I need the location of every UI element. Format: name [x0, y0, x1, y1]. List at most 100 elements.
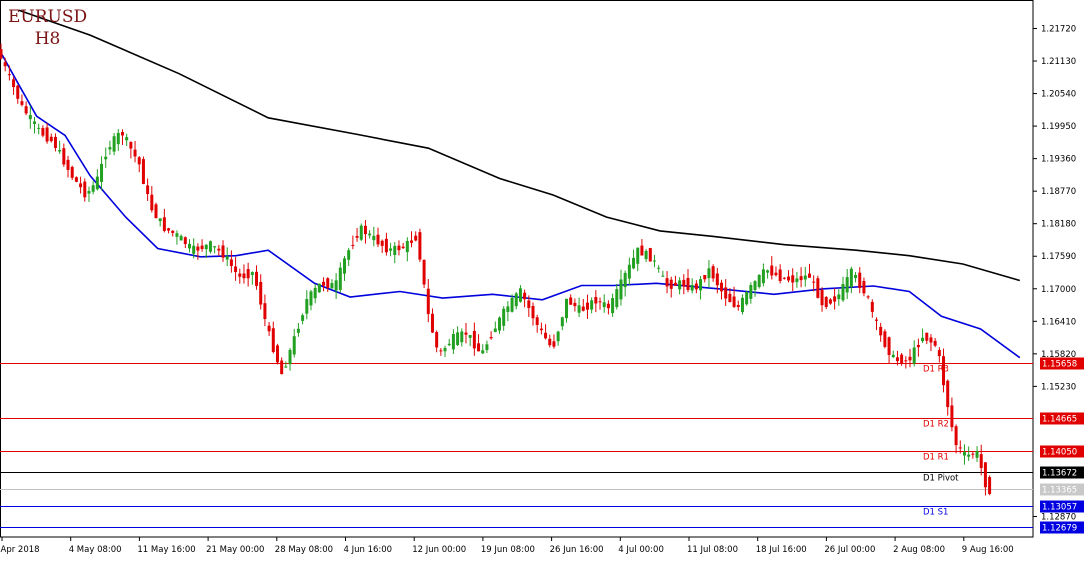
candle-body: [158, 218, 162, 222]
candle-body: [167, 228, 171, 231]
candle-body: [962, 452, 966, 456]
candle-body: [694, 283, 698, 290]
candle-body: [740, 297, 744, 313]
candle-body: [317, 283, 321, 293]
candle-body: [703, 274, 707, 280]
y-tick-label: 1.17000: [1041, 285, 1076, 295]
candle-body: [100, 163, 104, 182]
candle-body: [91, 185, 95, 192]
candle-body: [384, 238, 388, 253]
candle-body: [900, 354, 904, 364]
candle-body: [363, 225, 367, 235]
candle-body: [766, 270, 770, 273]
candle-body: [795, 278, 799, 283]
candle-body: [523, 292, 527, 300]
candle-body: [204, 244, 208, 250]
candle-body: [397, 245, 401, 251]
candle-body: [414, 235, 418, 241]
candle-body: [971, 453, 975, 455]
pivot-level-price-box: [1040, 466, 1084, 479]
candle-body: [376, 234, 380, 245]
candle-body: [807, 273, 811, 278]
candle-body: [879, 326, 883, 336]
candle-body: [828, 299, 832, 304]
candle-body: [958, 447, 962, 449]
y-tick-label: 1.15820: [1041, 350, 1076, 360]
y-tick-label: 1.18180: [1041, 220, 1076, 230]
candle-body: [967, 454, 971, 457]
candle-body: [950, 405, 954, 428]
candle-body: [150, 194, 154, 211]
candle-body: [715, 273, 719, 286]
candle-body: [410, 240, 414, 243]
candle-body: [95, 176, 99, 190]
candle-body: [895, 357, 899, 362]
current-price-label: 1.13365: [1042, 486, 1077, 496]
candle-body: [665, 278, 669, 287]
candle-body: [208, 241, 212, 252]
candle-body: [921, 337, 925, 342]
y-tick-label: 1.19360: [1041, 155, 1076, 165]
candle-body: [636, 247, 640, 264]
candle-body: [171, 230, 175, 233]
candle-body: [699, 279, 703, 291]
candle-body: [141, 159, 145, 184]
y-tick-label: 1.20540: [1041, 90, 1076, 100]
candle-body: [275, 345, 279, 363]
candle-body: [456, 332, 460, 345]
candle-body: [280, 360, 284, 375]
candle-body: [778, 269, 782, 281]
pivot-level-price: 1.12679: [1042, 524, 1077, 534]
candle-body: [749, 285, 753, 299]
candle-body: [506, 306, 510, 312]
pivot-level-label: D1 R1: [923, 453, 949, 463]
candle-body: [858, 272, 862, 288]
x-tick-label: 28 May 08:00: [275, 545, 333, 555]
x-tick-label: 4 Jun 16:00: [344, 545, 393, 555]
candle-body: [259, 281, 263, 305]
candle-body: [477, 343, 481, 352]
candle-body: [393, 245, 397, 255]
x-tick-label: 12 Jun 00:00: [412, 545, 466, 555]
candle-body: [904, 360, 908, 362]
candle-body: [133, 149, 137, 157]
candle-body: [724, 287, 728, 299]
candle-body: [313, 287, 317, 299]
pivot-level-label: D1 R2: [923, 420, 949, 430]
candle-body: [338, 267, 342, 290]
candle-body: [485, 344, 489, 351]
candle-body: [301, 315, 305, 321]
candle-body: [862, 281, 866, 294]
current-price-box: [1040, 483, 1084, 496]
candle-body: [678, 280, 682, 290]
candle-body: [342, 258, 346, 274]
candle-body: [652, 260, 656, 262]
candle-body: [690, 285, 694, 291]
candle-body: [24, 106, 28, 114]
candle-body: [942, 356, 946, 386]
candle-body: [812, 281, 816, 283]
candle-body: [430, 313, 434, 333]
candle-body: [347, 250, 351, 260]
candle-body: [79, 183, 83, 188]
candle-body: [116, 132, 120, 145]
candle-body: [16, 85, 20, 99]
pivot-level-label: D1 Pivot: [923, 474, 959, 484]
candle-body: [33, 121, 37, 124]
pivot-level-price: 1.15658: [1042, 360, 1077, 370]
candle-body: [975, 451, 979, 458]
candle-body: [255, 271, 259, 286]
symbol-name: EURUSD: [8, 7, 88, 27]
candle-body: [787, 276, 791, 281]
candle-body: [120, 132, 124, 136]
candle-body: [954, 426, 958, 446]
candle-body: [66, 159, 70, 170]
candle-body: [405, 241, 409, 253]
x-tick-label: 9 Aug 16:00: [962, 545, 1014, 555]
candle-body: [661, 275, 665, 277]
candle-body: [502, 308, 506, 326]
candle-body: [761, 269, 765, 284]
candle-body: [200, 245, 204, 250]
candle-body: [883, 331, 887, 347]
candle-body: [460, 331, 464, 343]
